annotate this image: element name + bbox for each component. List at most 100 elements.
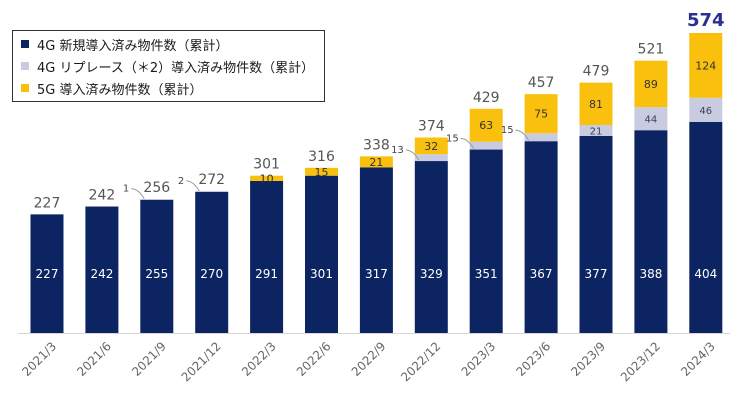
bar-4g-replace-2024/3 xyxy=(689,97,723,122)
bar-4g-new-2022/3 xyxy=(250,180,284,333)
x-tick-label-2022/6: 2022/6 xyxy=(294,339,334,379)
x-tick-label-2021/9: 2021/9 xyxy=(129,339,169,379)
label-4g-replace-2023/12: 44 xyxy=(645,115,658,126)
label-4g-new-2021/9: 255 xyxy=(145,267,168,281)
x-tick-label-2021/12: 2021/12 xyxy=(179,339,224,384)
bar-4g-replace-2023/12 xyxy=(634,107,668,131)
legend-label-4g-replace: 4G リプレース（＊2）導入済み物件数（累計） xyxy=(37,60,315,76)
x-tick-label-2022/12: 2022/12 xyxy=(398,339,443,384)
leader-line-2022/12 xyxy=(405,149,420,161)
label-4g-replace-2023/6: 15 xyxy=(501,125,514,136)
bar-4g-new-2023/9 xyxy=(579,135,613,333)
x-tick-label-2021/6: 2021/6 xyxy=(74,339,114,379)
bar-5g-2023/9 xyxy=(579,82,613,125)
leader-line-2021/12 xyxy=(186,180,200,192)
label-5g-2022/9: 21 xyxy=(369,156,383,169)
x-tick-label-2022/9: 2022/9 xyxy=(349,339,389,379)
leader-line-2023/6 xyxy=(515,129,530,141)
label-4g-replace-2021/9: 1 xyxy=(123,184,129,195)
legend-label-5g: 5G 導入済み物件数（累計） xyxy=(37,82,203,98)
bar-4g-new-2021/3 xyxy=(30,214,64,333)
label-4g-new-2021/6: 242 xyxy=(90,267,113,281)
bar-4g-new-2023/12 xyxy=(634,130,668,333)
x-tick-label-2023/9: 2023/9 xyxy=(568,339,608,379)
legend-swatch-4g-replace xyxy=(21,62,29,70)
label-total-2021/9: 256 xyxy=(143,180,170,196)
bar-4g-new-2024/3 xyxy=(689,121,723,333)
bar-5g-2022/9 xyxy=(359,156,393,168)
x-tick-label-2021/3: 2021/3 xyxy=(19,339,59,379)
label-5g-2023/6: 75 xyxy=(534,108,548,121)
label-4g-replace-2024/3: 46 xyxy=(699,106,712,117)
bar-4g-new-2023/6 xyxy=(524,141,558,333)
label-5g-2023/12: 89 xyxy=(644,78,658,91)
bar-4g-replace-2022/12 xyxy=(414,154,448,162)
label-total-2024/3: 574 xyxy=(687,10,725,31)
label-4g-replace-2023/3: 15 xyxy=(446,134,459,145)
leader-line-2021/9 xyxy=(131,188,145,199)
bar-4g-replace-2021/9 xyxy=(140,199,174,200)
leader-line-2023/3 xyxy=(460,138,475,149)
x-tick-label-2023/12: 2023/12 xyxy=(618,339,663,384)
label-total-2023/9: 479 xyxy=(583,64,610,80)
bar-5g-2023/3 xyxy=(469,108,503,142)
label-4g-new-2022/9: 317 xyxy=(365,267,388,281)
label-5g-2023/9: 81 xyxy=(589,98,603,111)
legend-swatch-4g-new xyxy=(21,40,29,48)
label-total-2023/12: 521 xyxy=(638,42,665,58)
label-total-2023/6: 457 xyxy=(528,75,555,91)
bar-5g-2022/12 xyxy=(414,137,448,155)
label-4g-replace-2022/12: 13 xyxy=(391,145,404,156)
label-4g-new-2024/3: 404 xyxy=(694,267,717,281)
label-4g-new-2023/6: 367 xyxy=(530,267,553,281)
label-4g-new-2021/12: 270 xyxy=(200,267,223,281)
bar-5g-2023/12 xyxy=(634,60,668,108)
label-4g-new-2023/3: 351 xyxy=(475,267,498,281)
label-4g-new-2022/6: 301 xyxy=(310,267,333,281)
x-tick-label-2024/3: 2024/3 xyxy=(678,339,718,379)
legend-item-4g-replace: 4G リプレース（＊2）導入済み物件数（累計） xyxy=(21,55,314,77)
label-total-2021/12: 272 xyxy=(198,172,225,188)
bar-4g-replace-2023/9 xyxy=(579,124,613,136)
label-5g-2022/12: 32 xyxy=(424,140,438,153)
bar-5g-2022/3 xyxy=(250,175,284,181)
label-4g-new-2021/3: 227 xyxy=(36,267,59,281)
label-total-2022/9: 338 xyxy=(363,137,390,153)
legend-item-4g-new: 4G 新規導入済み物件数（累計） xyxy=(21,33,314,55)
bar-4g-new-2021/9 xyxy=(140,199,174,333)
label-4g-new-2023/12: 388 xyxy=(639,267,662,281)
label-total-2023/3: 429 xyxy=(473,90,500,106)
label-total-2022/3: 301 xyxy=(253,157,280,173)
label-5g-2022/6: 15 xyxy=(315,166,329,179)
bar-4g-new-2021/6 xyxy=(85,206,119,333)
bar-5g-2023/6 xyxy=(524,94,558,134)
x-tick-label-2023/3: 2023/3 xyxy=(459,339,499,379)
bar-4g-replace-2023/6 xyxy=(524,133,558,142)
label-5g-2024/3: 124 xyxy=(695,59,716,72)
x-tick-label-2022/3: 2022/3 xyxy=(239,339,279,379)
legend-swatch-5g xyxy=(21,84,29,92)
bar-5g-2024/3 xyxy=(689,33,723,98)
label-total-2021/6: 242 xyxy=(89,188,116,204)
label-4g-new-2022/3: 291 xyxy=(255,267,278,281)
label-5g-2022/3: 10 xyxy=(260,172,274,185)
chart-legend: 4G 新規導入済み物件数（累計） 4G リプレース（＊2）導入済み物件数（累計）… xyxy=(12,30,326,102)
label-4g-replace-2023/9: 21 xyxy=(590,126,603,137)
label-total-2022/12: 374 xyxy=(418,119,445,135)
label-5g-2023/3: 63 xyxy=(479,119,493,132)
bar-4g-new-2023/3 xyxy=(469,149,503,333)
label-4g-new-2023/9: 377 xyxy=(585,267,608,281)
label-4g-new-2022/12: 329 xyxy=(420,267,443,281)
bar-4g-replace-2021/12 xyxy=(195,190,229,192)
bar-4g-new-2022/9 xyxy=(359,167,393,333)
label-4g-replace-2021/12: 2 xyxy=(178,176,184,187)
bar-4g-new-2022/12 xyxy=(414,161,448,333)
label-total-2022/6: 316 xyxy=(308,149,335,165)
label-total-2021/3: 227 xyxy=(34,195,61,211)
legend-item-5g: 5G 導入済み物件数（累計） xyxy=(21,77,314,99)
x-tick-label-2023/6: 2023/6 xyxy=(513,339,553,379)
legend-label-4g-new: 4G 新規導入済み物件数（累計） xyxy=(37,38,229,54)
bar-4g-replace-2023/3 xyxy=(469,141,503,150)
bar-4g-new-2021/12 xyxy=(195,191,229,333)
